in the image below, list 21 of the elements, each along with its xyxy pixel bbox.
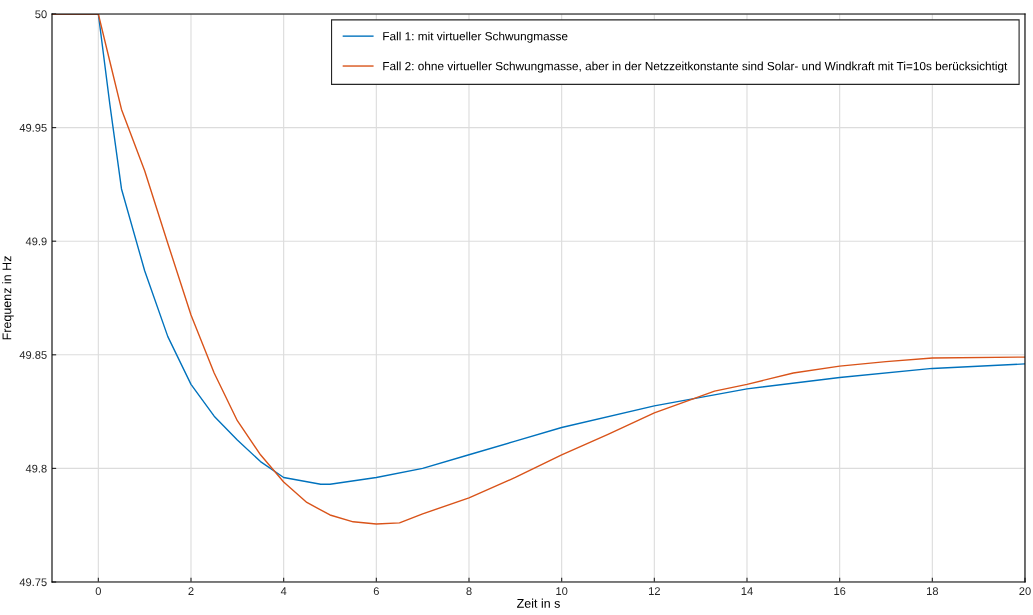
x-tick-label: 8: [466, 587, 472, 596]
legend-label: Fall 1: mit virtueller Schwungmasse: [383, 31, 568, 43]
x-tick-label: 16: [834, 587, 846, 596]
y-axis-title: Frequenz in Hz: [2, 256, 14, 340]
legend-label: Fall 2: ohne virtueller Schwungmasse, aber in der Netzzeitkonstante sind Solar- und Windkraft mit Ti=10s berücksichtigt: [383, 61, 1008, 73]
y-tick-label: 49.95: [19, 123, 47, 132]
y-tick-label: 50: [35, 10, 47, 19]
y-tick-label: 49.9: [25, 237, 47, 246]
x-tick-label: 12: [649, 587, 660, 595]
y-tick-label: 49.85: [19, 351, 47, 359]
x-tick-label: 18: [927, 587, 939, 596]
x-axis-title: Zeit in s: [517, 598, 560, 608]
x-tick-label: 2: [188, 587, 194, 595]
x-tick-label: 10: [556, 587, 568, 596]
y-tick-label: 49.8: [25, 464, 47, 473]
x-tick-label: 20: [1019, 587, 1031, 596]
y-tick-label: 49.75: [19, 578, 47, 587]
x-tick-label: 14: [741, 587, 753, 595]
x-tick-label: 4: [280, 587, 287, 595]
x-tick-label: 0: [95, 587, 101, 596]
x-tick-label: 6: [373, 587, 379, 596]
